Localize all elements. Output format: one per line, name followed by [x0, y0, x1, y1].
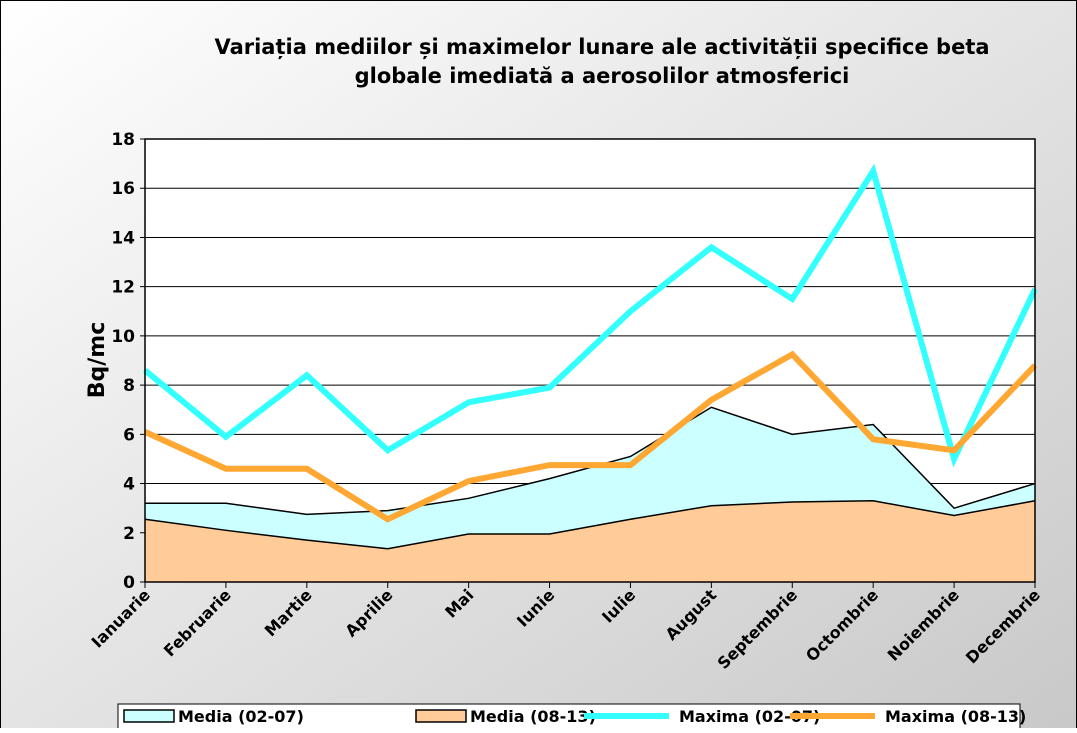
line [143, 163, 1038, 468]
chart-title: globale imediată a aerosolilor atmosferi… [355, 64, 850, 88]
legend-label: Media (02-07) [178, 707, 304, 726]
y-tick-label: 12 [111, 278, 135, 298]
legend-swatch [415, 709, 467, 723]
y-tick-label: 8 [123, 376, 135, 396]
y-tick-label: 4 [123, 475, 135, 495]
y-axis-label: Bq/mc [85, 322, 110, 399]
y-tick-label: 18 [111, 130, 135, 150]
legend-swatch [123, 709, 175, 723]
y-tick-label: 2 [123, 524, 135, 544]
y-tick-label: 10 [111, 327, 135, 347]
legend-label: Media (08-13) [470, 707, 596, 726]
area [145, 500, 1035, 582]
y-tick-label: 14 [111, 228, 135, 248]
area-outline [144, 500, 1036, 550]
y-tick-label: 0 [123, 573, 135, 593]
legend-label: Maxima (02-07) [679, 707, 820, 726]
y-tick-label: 6 [123, 425, 135, 445]
legend-label: Maxima (08-13) [885, 707, 1026, 726]
line [143, 350, 1038, 523]
chart-title: Variația mediilor și maximelor lunare al… [214, 35, 989, 60]
y-tick-label: 16 [111, 179, 135, 199]
plot-border [144, 138, 1036, 583]
